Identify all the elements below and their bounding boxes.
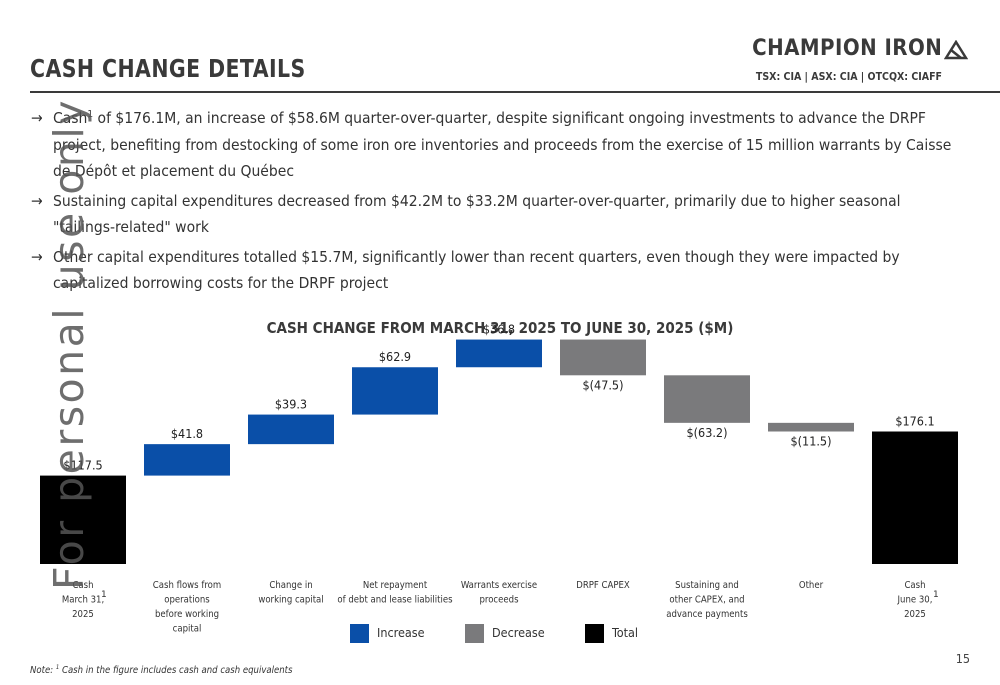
category-label: Net repayment [363, 580, 428, 591]
category-label: March 31, [62, 595, 104, 606]
data-label: $41.8 [171, 426, 203, 441]
page-number: 15 [955, 651, 970, 666]
category-label: Other [799, 580, 824, 591]
data-label: $39.3 [275, 397, 307, 412]
data-label: $62.9 [379, 349, 411, 364]
arrow-icon: → [31, 247, 43, 266]
bullet-item: → Cash1 of $176.1M, an increase of $58.6M… [31, 105, 966, 185]
category-label: capital [173, 624, 202, 635]
category-label: 2025 [904, 609, 926, 620]
footnote-prefix: Note: [30, 665, 56, 677]
bar-decrease [560, 339, 646, 376]
company-logo: CHAMPION IRON [751, 36, 942, 61]
category-label: Cash [72, 580, 93, 591]
bar-total [40, 475, 126, 564]
data-label: $117.5 [63, 458, 102, 473]
bullet-item: → Other capital expenditures totalled $15… [31, 244, 966, 297]
category-label: other CAPEX, and [669, 595, 744, 606]
data-label: $36.8 [483, 322, 515, 337]
bar-increase [144, 444, 230, 476]
legend-item-total: Total [585, 624, 638, 643]
category-label: proceeds [479, 595, 519, 606]
category-label: of debt and lease liabilities [337, 595, 453, 606]
bullet-list: → Cash1 of $176.1M, an increase of $58.6M… [31, 105, 966, 300]
category-label: June 30, [897, 595, 933, 606]
arrow-icon: → [31, 109, 43, 127]
data-label: $(63.2) [687, 425, 728, 440]
category-label: 2025 [72, 609, 94, 620]
bullet-text: Sustaining capital expenditures decrease… [53, 191, 901, 237]
legend-swatch-increase [350, 624, 369, 643]
bar-increase [456, 339, 542, 368]
legend-swatch-decrease [465, 624, 484, 643]
bullet-item: → Sustaining capital expenditures decreas… [31, 188, 966, 241]
legend-swatch-total [585, 624, 604, 643]
footnote: Note: 1 Cash in the figure includes cash… [30, 664, 292, 676]
footnote-marker: 1 [87, 108, 94, 120]
data-label: $(47.5) [583, 377, 624, 392]
chart-title: CASH CHANGE FROM MARCH 31, 2025 TO JUNE … [266, 319, 734, 337]
bullet-text: of $176.1M, an increase of $58.6M quarte… [53, 109, 952, 180]
category-label: advance payments [666, 609, 748, 620]
legend-item-decrease: Decrease [465, 624, 545, 643]
category-label: operations [164, 595, 210, 606]
footnote-text: Cash in the figure includes cash and cas… [59, 665, 293, 677]
category-label: DRPF CAPEX [576, 580, 630, 591]
mountain-logo-icon [944, 40, 968, 60]
ticker-symbols: TSX: CIA | ASX: CIA | OTCQX: CIAFF [755, 71, 942, 83]
category-label: Warrants exercise [461, 580, 537, 591]
footnote-marker: 1 [55, 664, 60, 671]
category-label: working capital [258, 595, 323, 606]
category-label: before working [155, 609, 219, 620]
arrow-icon: → [31, 191, 43, 210]
bullet-text: Other capital expenditures totalled $15.… [53, 247, 900, 293]
footnote-marker: 1 [101, 590, 107, 600]
legend-item-increase: Increase [350, 624, 425, 643]
bar-decrease [664, 375, 750, 423]
legend-label: Decrease [492, 625, 545, 640]
bar-increase [352, 367, 438, 415]
bar-total [872, 431, 958, 564]
footnote-marker: 1 [933, 590, 939, 600]
category-label: Sustaining and [675, 580, 739, 591]
data-label: $(11.5) [791, 434, 832, 449]
bar-decrease [768, 422, 854, 432]
page-title: CASH CHANGE DETAILS [30, 54, 306, 83]
data-label: $176.1 [895, 414, 934, 429]
category-label: Cash flows from [153, 580, 221, 591]
watermark: For personal use only [45, 97, 93, 590]
category-label: Change in [269, 580, 312, 591]
bar-increase [248, 414, 334, 445]
legend-label: Increase [377, 625, 425, 640]
category-label: Cash [904, 580, 925, 591]
header-divider [30, 91, 1000, 93]
bullet-lead: Cash [53, 109, 88, 127]
legend-label: Total [612, 625, 639, 640]
